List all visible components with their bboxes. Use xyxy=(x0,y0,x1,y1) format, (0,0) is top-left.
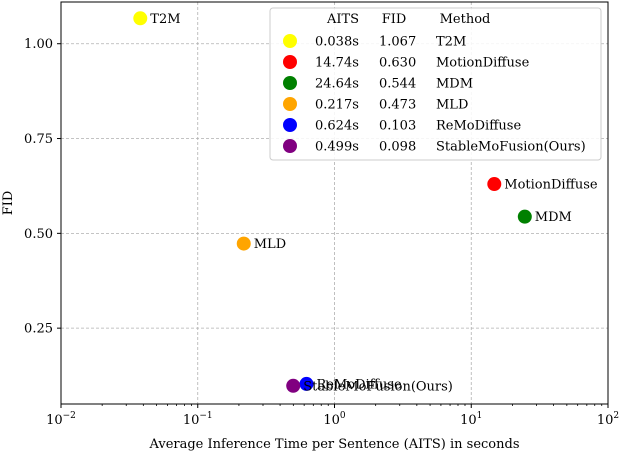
legend-aits: 14.74s xyxy=(315,56,359,71)
legend-marker xyxy=(283,34,297,48)
point-label: StableMoFusion(Ours) xyxy=(303,379,453,394)
legend-aits: 0.499s xyxy=(315,140,359,155)
legend-marker xyxy=(283,76,297,90)
legend: AITS FID Method 0.038s 1.067 T2M 14.74s 0.630 Mo… xyxy=(269,7,602,161)
legend-fid: 0.630 xyxy=(379,56,416,71)
x-tick-label: 100 xyxy=(323,411,346,428)
y-tick-label: 0.25 xyxy=(24,322,53,337)
data-point xyxy=(517,209,532,224)
point-label: MLD xyxy=(254,237,286,252)
y-axis-label: FID xyxy=(1,191,16,216)
x-tick-label: 10−2 xyxy=(46,411,76,428)
point-label: T2M xyxy=(150,12,180,27)
point-label: MDM xyxy=(535,210,572,225)
legend-fid: 0.098 xyxy=(379,140,416,155)
data-points: T2MMotionDiffuseMDMMLDReMoDiffuseStableM… xyxy=(133,11,598,394)
legend-marker xyxy=(283,97,297,111)
legend-fid: 0.103 xyxy=(379,119,416,134)
legend-aits: 24.64s xyxy=(315,77,359,92)
plot-frame xyxy=(60,1,609,405)
axis-ticks: 10−2 10−1 100 101 102 0.25 0.50 0.75 1.00 xyxy=(24,37,619,428)
legend-method: MotionDiffuse xyxy=(436,56,530,71)
legend-aits: 0.624s xyxy=(315,119,359,134)
x-tick-label: 102 xyxy=(597,411,619,428)
y-tick-label: 0.50 xyxy=(24,227,53,242)
point-label: ReMoDiffuse xyxy=(316,377,401,392)
legend-header: FID xyxy=(382,12,407,27)
legend-method: ReMoDiffuse xyxy=(436,119,521,134)
legend-header: Method xyxy=(440,12,491,27)
data-point xyxy=(286,378,301,393)
x-tick-label: 101 xyxy=(460,411,482,428)
point-label: MotionDiffuse xyxy=(504,178,598,193)
legend-method: StableMoFusion(Ours) xyxy=(436,140,586,155)
data-point xyxy=(299,376,314,391)
legend-marker xyxy=(283,139,297,153)
legend-method: MDM xyxy=(436,77,473,92)
data-point xyxy=(487,177,502,192)
data-point xyxy=(236,236,251,251)
legend-method: MLD xyxy=(436,98,468,113)
legend-method: T2M xyxy=(436,35,466,50)
legend-fid: 0.473 xyxy=(379,98,416,113)
y-tick-label: 0.75 xyxy=(24,132,53,147)
y-tick-label: 1.00 xyxy=(24,37,53,52)
data-point xyxy=(133,11,148,26)
legend-marker xyxy=(283,55,297,69)
legend-marker xyxy=(283,118,297,132)
legend-header: AITS xyxy=(326,12,359,27)
legend-fid: 1.067 xyxy=(379,35,416,50)
legend-box xyxy=(269,7,602,161)
legend-aits: 0.217s xyxy=(315,98,359,113)
x-tick-label: 10−1 xyxy=(183,411,213,428)
x-axis-label: Average Inference Time per Sentence (AIT… xyxy=(149,437,520,452)
legend-fid: 0.544 xyxy=(379,77,416,92)
legend-aits: 0.038s xyxy=(315,35,359,50)
